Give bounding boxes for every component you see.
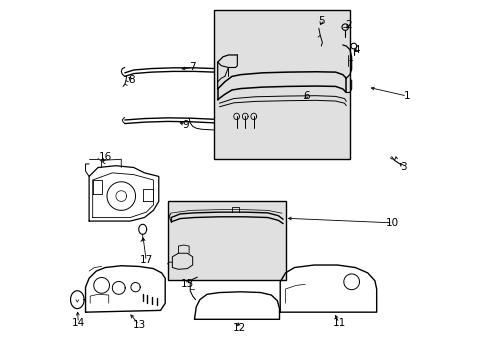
Text: 4: 4 bbox=[353, 45, 360, 55]
Text: 7: 7 bbox=[189, 63, 196, 72]
Text: 10: 10 bbox=[386, 218, 399, 228]
Text: 5: 5 bbox=[317, 16, 324, 26]
Bar bbox=[167, 202, 285, 280]
Text: 17: 17 bbox=[140, 255, 153, 265]
Text: 16: 16 bbox=[99, 152, 112, 162]
Bar bbox=[214, 10, 349, 158]
Text: 13: 13 bbox=[132, 320, 145, 330]
Text: 1: 1 bbox=[403, 91, 409, 101]
Text: 15: 15 bbox=[181, 279, 194, 289]
Text: 11: 11 bbox=[332, 318, 345, 328]
Text: 2: 2 bbox=[344, 19, 351, 30]
Text: 9: 9 bbox=[182, 120, 188, 130]
Text: 6: 6 bbox=[303, 91, 310, 101]
Text: 14: 14 bbox=[72, 318, 85, 328]
Text: 3: 3 bbox=[399, 162, 406, 172]
Text: 8: 8 bbox=[128, 75, 135, 85]
Text: 12: 12 bbox=[232, 323, 245, 333]
